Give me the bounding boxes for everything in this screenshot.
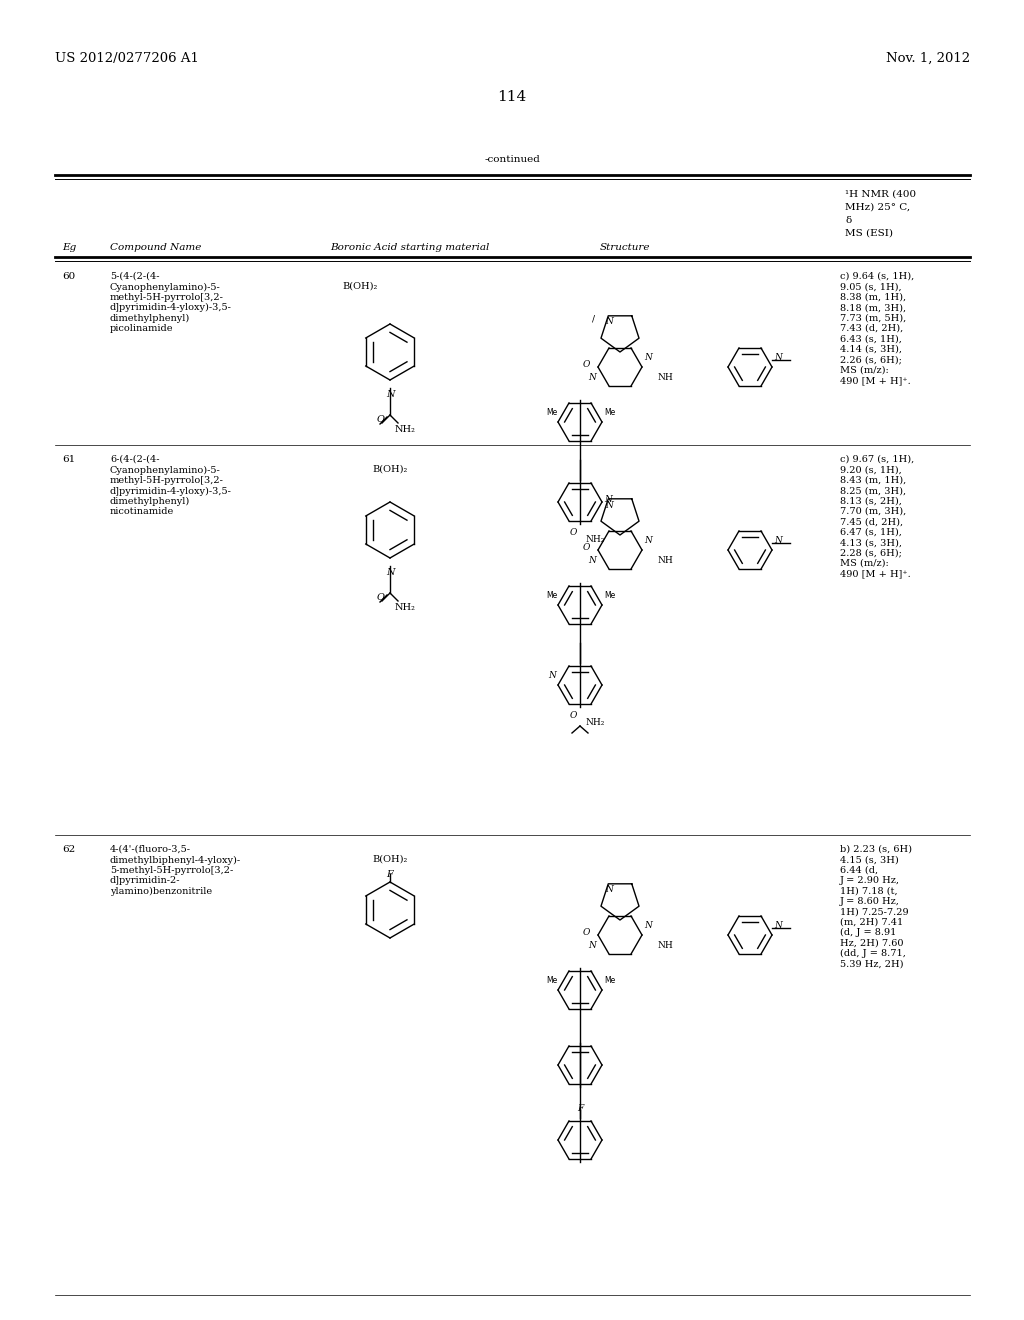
Text: NH: NH <box>657 941 673 950</box>
Text: Eg: Eg <box>62 243 76 252</box>
Text: N: N <box>588 374 596 381</box>
Text: NH: NH <box>657 374 673 381</box>
Text: ¹H NMR (400: ¹H NMR (400 <box>845 190 916 199</box>
Text: B(OH)₂: B(OH)₂ <box>342 282 378 290</box>
Text: c) 9.64 (s, 1H),
9.05 (s, 1H),
8.38 (m, 1H),
8.18 (m, 3H),
7.73 (m, 5H),
7.43 (d: c) 9.64 (s, 1H), 9.05 (s, 1H), 8.38 (m, … <box>840 272 914 385</box>
Text: N: N <box>774 921 782 931</box>
Text: NH₂: NH₂ <box>395 603 416 612</box>
Text: c) 9.67 (s, 1H),
9.20 (s, 1H),
8.43 (m, 1H),
8.25 (m, 3H),
8.13 (s, 2H),
7.70 (m: c) 9.67 (s, 1H), 9.20 (s, 1H), 8.43 (m, … <box>840 455 914 578</box>
Text: N: N <box>644 536 652 545</box>
Text: MS (ESI): MS (ESI) <box>845 228 893 238</box>
Text: N: N <box>604 495 612 504</box>
Text: N: N <box>644 352 652 362</box>
Text: 4-(4'-(fluoro-3,5-
dimethylbiphenyl-4-yloxy)-
5-methyl-5H-pyrrolo[3,2-
d]pyrimid: 4-(4'-(fluoro-3,5- dimethylbiphenyl-4-yl… <box>110 845 241 896</box>
Text: F: F <box>577 1104 583 1113</box>
Text: N: N <box>548 671 556 680</box>
Text: Me: Me <box>604 975 615 985</box>
Text: O: O <box>377 414 385 424</box>
Text: 61: 61 <box>62 455 75 465</box>
Text: F: F <box>387 870 393 879</box>
Text: Me: Me <box>546 975 557 985</box>
Text: NH: NH <box>657 556 673 565</box>
Text: Compound Name: Compound Name <box>110 243 202 252</box>
Text: N: N <box>588 941 596 950</box>
Text: US 2012/0277206 A1: US 2012/0277206 A1 <box>55 51 199 65</box>
Text: MHz) 25° C,: MHz) 25° C, <box>845 203 910 213</box>
Text: Boronic Acid starting material: Boronic Acid starting material <box>330 243 489 252</box>
Text: b) 2.23 (s, 6H)
4.15 (s, 3H)
6.44 (d,
J = 2.90 Hz,
1H) 7.18 (t,
J = 8.60 Hz,
1H): b) 2.23 (s, 6H) 4.15 (s, 3H) 6.44 (d, J … <box>840 845 912 969</box>
Text: NH₂: NH₂ <box>395 425 416 434</box>
Text: NH₂: NH₂ <box>585 535 604 544</box>
Text: N: N <box>774 352 782 362</box>
Text: B(OH)₂: B(OH)₂ <box>373 855 408 865</box>
Text: N: N <box>774 536 782 545</box>
Text: δ: δ <box>845 216 851 224</box>
Text: Me: Me <box>604 408 615 417</box>
Text: -continued: -continued <box>484 154 540 164</box>
Text: O: O <box>583 928 591 937</box>
Text: B(OH)₂: B(OH)₂ <box>373 465 408 474</box>
Text: 6-(4-(2-(4-
Cyanophenylamino)-5-
methyl-5H-pyrrolo[3,2-
d]pyrimidin-4-yloxy)-3,5: 6-(4-(2-(4- Cyanophenylamino)-5- methyl-… <box>110 455 231 516</box>
Text: O: O <box>570 528 578 537</box>
Text: /: / <box>592 315 595 323</box>
Text: 60: 60 <box>62 272 75 281</box>
Text: N: N <box>588 556 596 565</box>
Text: 62: 62 <box>62 845 75 854</box>
Text: Me: Me <box>546 408 557 417</box>
Text: Me: Me <box>546 591 557 601</box>
Text: N: N <box>644 921 652 931</box>
Text: Nov. 1, 2012: Nov. 1, 2012 <box>886 51 970 65</box>
Text: Me: Me <box>604 591 615 601</box>
Text: N: N <box>605 500 613 510</box>
Text: 5-(4-(2-(4-
Cyanophenylamino)-5-
methyl-5H-pyrrolo[3,2-
d]pyrimidin-4-yloxy)-3,5: 5-(4-(2-(4- Cyanophenylamino)-5- methyl-… <box>110 272 231 334</box>
Text: O: O <box>377 593 385 602</box>
Text: NH₂: NH₂ <box>585 718 604 727</box>
Text: N: N <box>605 318 613 326</box>
Text: O: O <box>583 543 591 552</box>
Text: N: N <box>386 568 394 577</box>
Text: N: N <box>605 886 613 895</box>
Text: O: O <box>570 711 578 719</box>
Text: O: O <box>583 360 591 370</box>
Text: Structure: Structure <box>600 243 650 252</box>
Text: N: N <box>386 389 394 399</box>
Text: 114: 114 <box>498 90 526 104</box>
